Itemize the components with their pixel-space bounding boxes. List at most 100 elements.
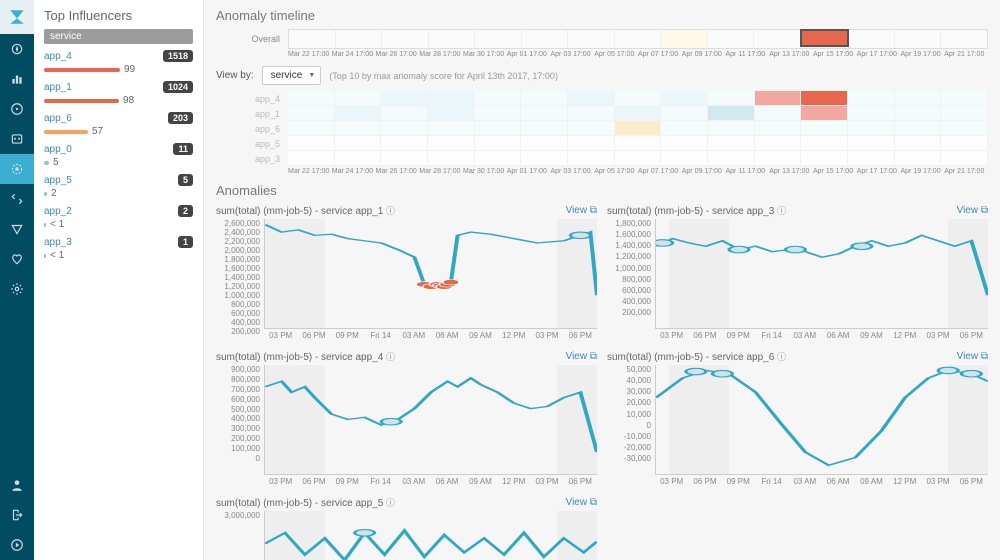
chart-plot[interactable] [264,511,597,560]
swim-cell[interactable] [895,121,942,136]
timeline-cell[interactable] [289,30,336,48]
swim-cell[interactable] [428,151,475,166]
swim-cell[interactable] [848,121,895,136]
timeline-cell[interactable] [754,30,801,48]
swim-cell[interactable] [848,136,895,151]
timeline-cell[interactable] [475,30,522,48]
swim-cell[interactable] [615,121,662,136]
timeline-cell[interactable] [708,30,755,48]
swim-cell[interactable] [288,136,335,151]
info-icon[interactable]: ⓘ [777,206,786,216]
chart-plot[interactable] [655,365,988,475]
swim-cell[interactable] [801,106,848,121]
swim-cell[interactable] [941,151,988,166]
swim-cell[interactable] [475,106,522,121]
timeline-cell[interactable] [336,30,383,48]
swim-cell[interactable] [475,136,522,151]
swim-cell[interactable] [848,151,895,166]
view-link[interactable]: View ⧉ [566,497,597,508]
influencer-item[interactable]: app_11024 98 [44,81,193,106]
swim-cell[interactable] [801,121,848,136]
swim-cell[interactable] [661,106,708,121]
swim-cell[interactable] [848,91,895,106]
timeline-cell[interactable] [382,30,429,48]
timeline-cell[interactable] [800,29,850,47]
swim-cell[interactable] [755,106,802,121]
nav-management[interactable] [0,274,34,304]
swim-cell[interactable] [895,151,942,166]
nav-monitor[interactable] [0,214,34,244]
timeline-cell[interactable] [941,30,987,48]
swim-cell[interactable] [521,151,568,166]
influencer-item[interactable]: app_41518 99 [44,50,193,75]
swim-cell[interactable] [475,121,522,136]
timeline-cell[interactable] [661,30,708,48]
influencer-item[interactable]: app_55 2 [44,174,193,199]
timeline-cell[interactable] [429,30,476,48]
swim-cell[interactable] [335,121,382,136]
swim-cell[interactable] [895,91,942,106]
nav-user[interactable] [0,470,34,500]
swim-cell[interactable] [428,136,475,151]
swim-cell[interactable] [755,91,802,106]
chart-plot[interactable] [264,365,597,475]
swim-cell[interactable] [568,151,615,166]
view-link[interactable]: View ⧉ [957,351,988,362]
nav-logout[interactable] [0,500,34,530]
nav-discover[interactable] [0,34,34,64]
timeline-cell[interactable] [522,30,569,48]
swim-cell[interactable] [475,91,522,106]
swim-cell[interactable] [428,91,475,106]
overall-cells[interactable] [288,29,988,49]
swim-cell[interactable] [335,106,382,121]
view-link[interactable]: View ⧉ [566,205,597,216]
swim-cell[interactable] [895,136,942,151]
swim-cell[interactable] [381,106,428,121]
info-icon[interactable]: ⓘ [386,352,395,362]
nav-timelion[interactable] [0,124,34,154]
swim-cell[interactable] [288,106,335,121]
swim-cell[interactable] [475,151,522,166]
swim-cell[interactable] [615,106,662,121]
swim-cell[interactable] [335,151,382,166]
swim-cell[interactable] [288,121,335,136]
nav-ml[interactable] [0,154,34,184]
info-icon[interactable]: ⓘ [386,498,395,508]
swim-cell[interactable] [428,106,475,121]
view-link[interactable]: View ⧉ [566,351,597,362]
swim-cell[interactable] [941,106,988,121]
swim-cell[interactable] [755,151,802,166]
swim-cell[interactable] [895,106,942,121]
swim-cell[interactable] [335,136,382,151]
swim-cell[interactable] [521,106,568,121]
swim-cell[interactable] [708,91,755,106]
swim-cell[interactable] [755,121,802,136]
swim-cell[interactable] [521,121,568,136]
swim-cell[interactable] [661,136,708,151]
nav-devtools[interactable] [0,184,34,214]
influencer-item[interactable]: app_22 < 1 [44,205,193,230]
swim-cell[interactable] [521,136,568,151]
swimlanes[interactable]: app_4app_1app_6app_5app_3 [216,91,988,166]
swim-cell[interactable] [941,121,988,136]
swim-cell[interactable] [335,91,382,106]
swim-cell[interactable] [381,121,428,136]
influencer-item[interactable]: app_6203 57 [44,112,193,137]
swim-cell[interactable] [615,91,662,106]
swim-cell[interactable] [801,136,848,151]
influencer-item[interactable]: app_31 < 1 [44,236,193,261]
swim-cell[interactable] [381,91,428,106]
swim-cell[interactable] [801,151,848,166]
swim-cell[interactable] [708,106,755,121]
swim-cell[interactable] [568,136,615,151]
info-icon[interactable]: ⓘ [386,206,395,216]
swim-cell[interactable] [568,106,615,121]
swim-cell[interactable] [428,121,475,136]
influencer-item[interactable]: app_011 5 [44,143,193,168]
nav-collapse[interactable] [0,530,34,560]
swim-cell[interactable] [941,91,988,106]
timeline-cell[interactable] [895,30,942,48]
swim-cell[interactable] [661,121,708,136]
logo[interactable] [0,0,34,34]
swim-cell[interactable] [288,151,335,166]
